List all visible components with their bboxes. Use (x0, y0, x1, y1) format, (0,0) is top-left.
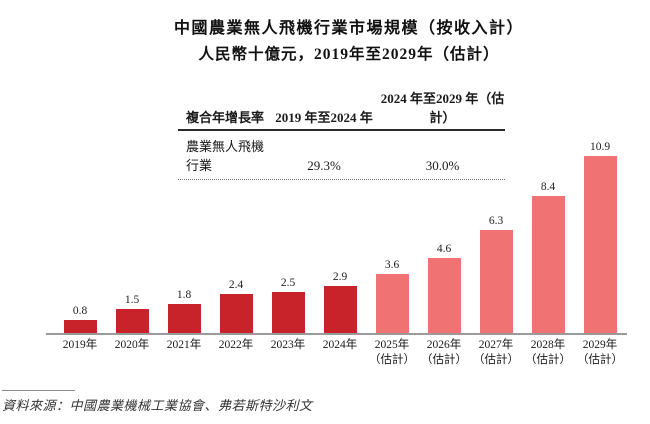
bar-column-2028: 8.4 (522, 141, 574, 333)
bar-2029-estimate (583, 156, 617, 333)
bar-2028-estimate (531, 196, 565, 333)
x-axis-label-2027: 2027年 （估計） (473, 339, 519, 366)
x-axis-line (46, 333, 627, 335)
chart-title-line2: 人民幣十億元，2019年至2029年（估計） (198, 45, 500, 63)
bar-value-label-2028: 8.4 (540, 181, 556, 193)
bar-column-2023: 2.5 (262, 141, 314, 333)
bar-value-label-2025: 3.6 (384, 259, 400, 271)
bar-2021 (167, 304, 201, 333)
cagr-header-2019-2024: 2019 年至2024 年 (275, 110, 373, 125)
bar-2022 (219, 294, 253, 333)
bar-2023 (271, 292, 305, 333)
bar-column-2027: 6.3 (470, 141, 522, 333)
bar-column-2026: 4.6 (418, 141, 470, 333)
source-divider (2, 390, 75, 391)
bar-chart: 0.8 1.5 1.8 2.4 2.5 2.9 3.6 4.6 6.3 8.4 10.9 (54, 141, 626, 333)
bar-2024 (323, 286, 357, 333)
bar-column-2029: 10.9 (574, 141, 626, 333)
bar-value-label-2021: 1.8 (176, 289, 192, 301)
x-axis-label-2028: 2028年 （估計） (525, 339, 571, 366)
cagr-table: 複合年增長率 2019 年至2024 年 2024 年至2029 年（估計） 農… (178, 88, 505, 180)
x-axis-label-2023: 2023年 (270, 339, 306, 351)
x-axis-label-2022: 2022年 (218, 339, 254, 351)
bar-2026-estimate (427, 258, 461, 333)
bar-column-2024: 2.9 (314, 141, 366, 333)
cagr-header-2024-2029: 2024 年至2029 年（估計） (380, 91, 505, 125)
x-axis-label-2029: 2029年 （估計） (577, 339, 623, 366)
bar-value-label-2029: 10.9 (589, 141, 611, 153)
bar-value-label-2026: 4.6 (436, 243, 452, 255)
bar-column-2020: 1.5 (106, 141, 158, 333)
cagr-value-2024-2029: 30.0% (425, 158, 460, 173)
cagr-row-label: 農業無人飛機行業 (186, 139, 265, 173)
bar-column-2025: 3.6 (366, 141, 418, 333)
bar-column-2021: 1.8 (158, 141, 210, 333)
cagr-table-data-row: 農業無人飛機行業 29.3% 30.0% (178, 131, 505, 180)
chart-title: 中國農業無人飛機行業市場規模（按收入計） 人民幣十億元，2019年至2029年（… (50, 16, 648, 68)
bar-column-2022: 2.4 (210, 141, 262, 333)
cagr-value-2019-2024: 29.3% (307, 158, 341, 173)
chart-title-line1: 中國農業無人飛機行業市場規模（按收入計） (173, 20, 524, 37)
bar-2019 (63, 320, 97, 333)
bar-value-label-2022: 2.4 (228, 279, 244, 291)
source-note: 資料來源：中國農業機械工業協會、弗若斯特沙利文 (2, 398, 313, 413)
x-axis-labels: 2019年 2020年 2021年 2022年 2023年 2024年 2025年 （估計） 2… (54, 338, 626, 368)
x-axis-label-2026: 2026年 （估計） (421, 339, 467, 366)
bar-value-label-2024: 2.9 (332, 271, 348, 283)
x-axis-label-2021: 2021年 (166, 339, 202, 351)
bar-2027-estimate (479, 230, 513, 333)
bar-value-label-2027: 6.3 (488, 215, 504, 227)
x-axis-label-2019: 2019年 (62, 339, 98, 351)
bar-2025-estimate (375, 274, 409, 333)
bar-value-label-2019: 0.8 (72, 305, 88, 317)
bar-value-label-2023: 2.5 (280, 277, 296, 289)
x-axis-label-2024: 2024年 (322, 339, 358, 351)
x-axis-label-2025: 2025年 （估計） (369, 339, 415, 366)
cagr-header-metric: 複合年增長率 (186, 110, 265, 125)
bar-2020 (115, 309, 149, 333)
bar-value-label-2020: 1.5 (124, 294, 140, 306)
bar-column-2019: 0.8 (54, 141, 106, 333)
x-axis-label-2020: 2020年 (114, 339, 150, 351)
cagr-table-header-row: 複合年增長率 2019 年至2024 年 2024 年至2029 年（估計） (178, 88, 505, 131)
